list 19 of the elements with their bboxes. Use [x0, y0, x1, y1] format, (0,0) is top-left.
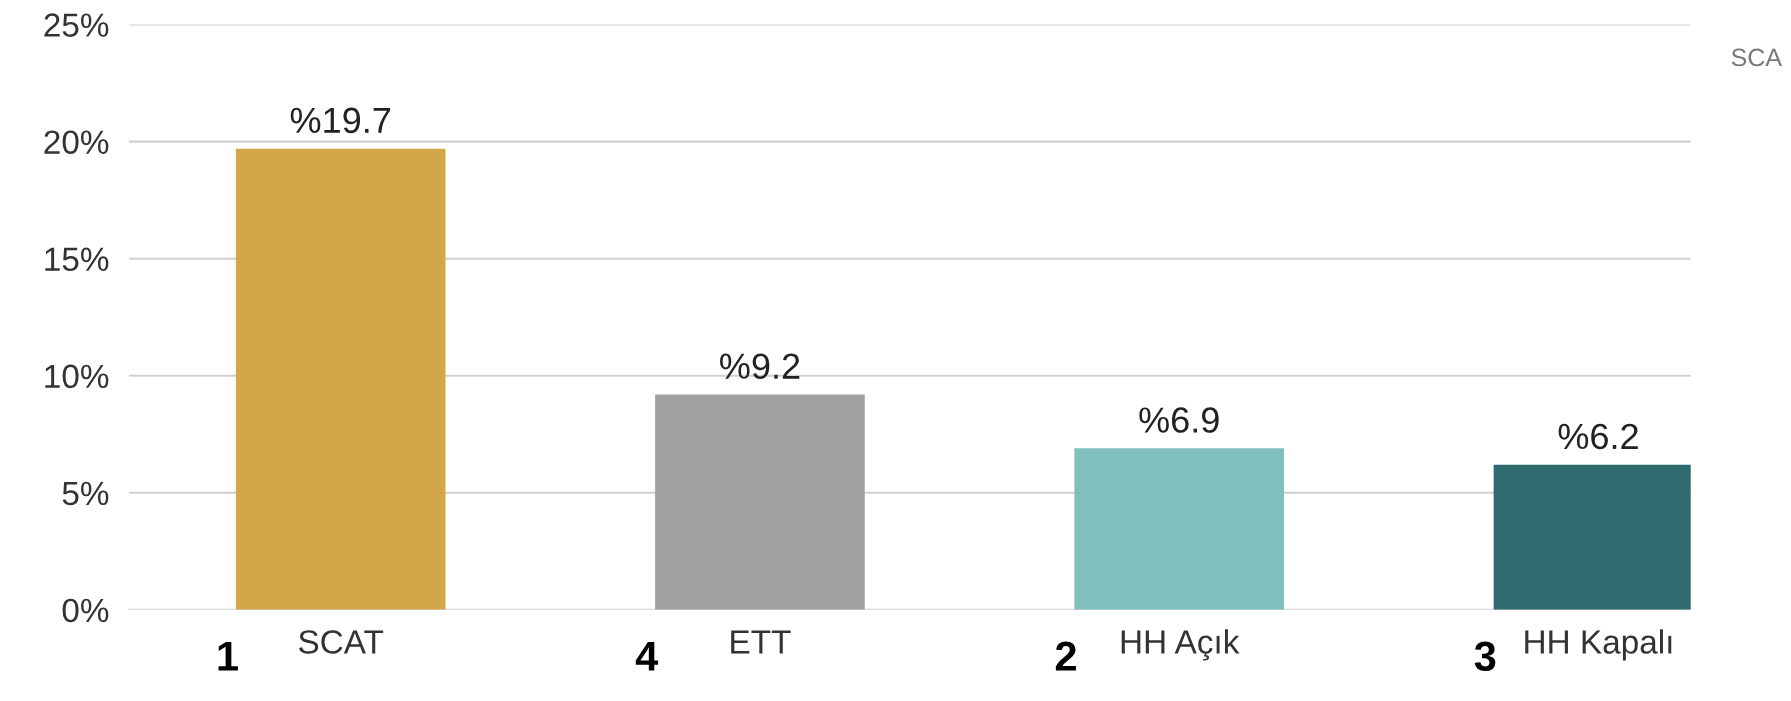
data-label: %6.2	[1558, 423, 1638, 450]
y-tick-label: 5%	[62, 481, 109, 506]
y-tick-label: 10%	[45, 364, 109, 389]
text: 2	[1055, 641, 1076, 671]
text: 4	[635, 641, 659, 671]
text: SCA	[1731, 48, 1782, 67]
text: 1	[218, 641, 238, 671]
data-label: %6.9	[1139, 407, 1219, 433]
y-tick-label: 25%	[44, 13, 109, 37]
y-tick-label: 20%	[44, 130, 109, 155]
y-tick-label: 15%	[45, 247, 109, 272]
x-tick-label: SCAT	[298, 630, 384, 654]
x-tick-label: HH Açık	[1121, 629, 1240, 661]
x-tick-label: HH Kapalı	[1525, 629, 1672, 661]
y-tick-label: 0%	[62, 598, 109, 623]
data-label: %19.7	[290, 107, 391, 134]
x-tick-label: ETT	[731, 630, 791, 654]
data-label: %9.2	[720, 353, 800, 379]
text: 3	[1474, 641, 1496, 672]
